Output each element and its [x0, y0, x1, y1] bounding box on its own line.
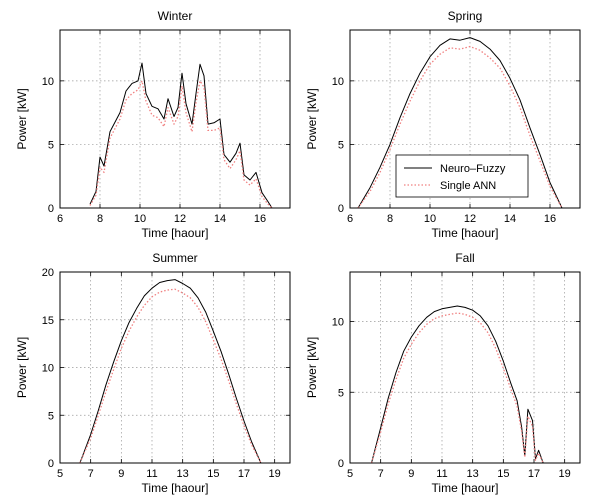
x-tick-label: 6 [57, 213, 63, 225]
panel-spring: 6 8 10 12 14 16 0 5 10 Spring Time [haour] Power [k… [305, 9, 581, 240]
y-tick-label: 20 [42, 267, 54, 279]
legend-label: Single ANN [440, 180, 496, 192]
x-axis-label: Time [haour] [432, 481, 499, 495]
y-tick-label: 5 [48, 410, 54, 422]
panel-winter: 6 8 10 12 14 16 0 5 10 Winter Time [haour] Power [k… [15, 9, 291, 240]
x-tick-label: 14 [504, 213, 516, 225]
y-tick-label: 5 [48, 139, 54, 151]
x-tick-label: 13 [177, 468, 189, 480]
series-line-single-ann [89, 80, 273, 209]
x-tick-label: 6 [347, 213, 353, 225]
x-tick-label: 19 [269, 468, 281, 480]
x-tick-label: 14 [214, 213, 226, 225]
x-tick-label: 16 [544, 213, 556, 225]
x-tick-label: 17 [238, 468, 250, 480]
legend-label: Neuro–Fuzzy [440, 163, 506, 175]
series-line-single-ann [357, 45, 563, 209]
series-line-single-ann [370, 312, 544, 464]
chart-title: Spring [448, 9, 483, 23]
y-tick-label: 0 [48, 203, 54, 215]
series-line-neuro-fuzzy [357, 37, 563, 209]
x-tick-label: 12 [174, 213, 186, 225]
x-tick-label: 5 [57, 468, 63, 480]
x-tick-label: 15 [207, 468, 219, 480]
y-tick-label: 5 [338, 387, 344, 399]
x-tick-label: 13 [467, 468, 479, 480]
x-tick-label: 16 [254, 213, 266, 225]
series-line-neuro-fuzzy [371, 305, 544, 464]
x-tick-label: 11 [146, 468, 157, 480]
y-tick-label: 5 [338, 139, 344, 151]
x-tick-label: 9 [408, 468, 414, 480]
x-tick-label: 7 [88, 468, 94, 480]
legend: Neuro–Fuzzy Single ANN [395, 154, 529, 198]
series-line-single-ann [79, 288, 262, 464]
y-tick-label: 10 [332, 76, 344, 88]
axes-box [59, 29, 291, 209]
legend-box [395, 154, 529, 198]
y-axis-label: Power [kW] [305, 88, 319, 149]
x-tick-label: 17 [528, 468, 540, 480]
x-tick-label: 8 [97, 213, 103, 225]
y-tick-label: 0 [338, 458, 344, 470]
x-tick-label: 11 [436, 468, 447, 480]
series-line-neuro-fuzzy [79, 279, 262, 464]
y-tick-label: 10 [42, 363, 54, 375]
chart-title: Summer [152, 251, 197, 265]
x-tick-label: 5 [347, 468, 353, 480]
y-tick-label: 0 [338, 203, 344, 215]
y-axis-label: Power [kW] [15, 337, 29, 398]
axes-box [349, 29, 581, 209]
y-tick-label: 15 [42, 315, 54, 327]
x-axis-label: Time [haour] [432, 226, 499, 240]
chart-title: Fall [455, 251, 474, 265]
series-line-neuro-fuzzy [89, 62, 273, 209]
y-tick-label: 0 [48, 458, 54, 470]
axes-box [59, 271, 291, 464]
x-tick-label: 9 [118, 468, 124, 480]
chart-title: Winter [158, 9, 193, 23]
x-tick-label: 8 [387, 213, 393, 225]
axes-box [349, 271, 581, 464]
x-axis-label: Time [haour] [142, 226, 209, 240]
x-tick-label: 19 [559, 468, 571, 480]
x-tick-label: 7 [378, 468, 384, 480]
x-tick-label: 10 [134, 213, 146, 225]
y-tick-label: 10 [332, 317, 344, 329]
y-tick-label: 10 [42, 76, 54, 88]
x-tick-label: 15 [497, 468, 509, 480]
x-tick-label: 10 [424, 213, 436, 225]
y-axis-label: Power [kW] [15, 88, 29, 149]
x-axis-label: Time [haour] [142, 481, 209, 495]
y-axis-label: Power [kW] [305, 337, 319, 398]
x-tick-label: 12 [464, 213, 476, 225]
